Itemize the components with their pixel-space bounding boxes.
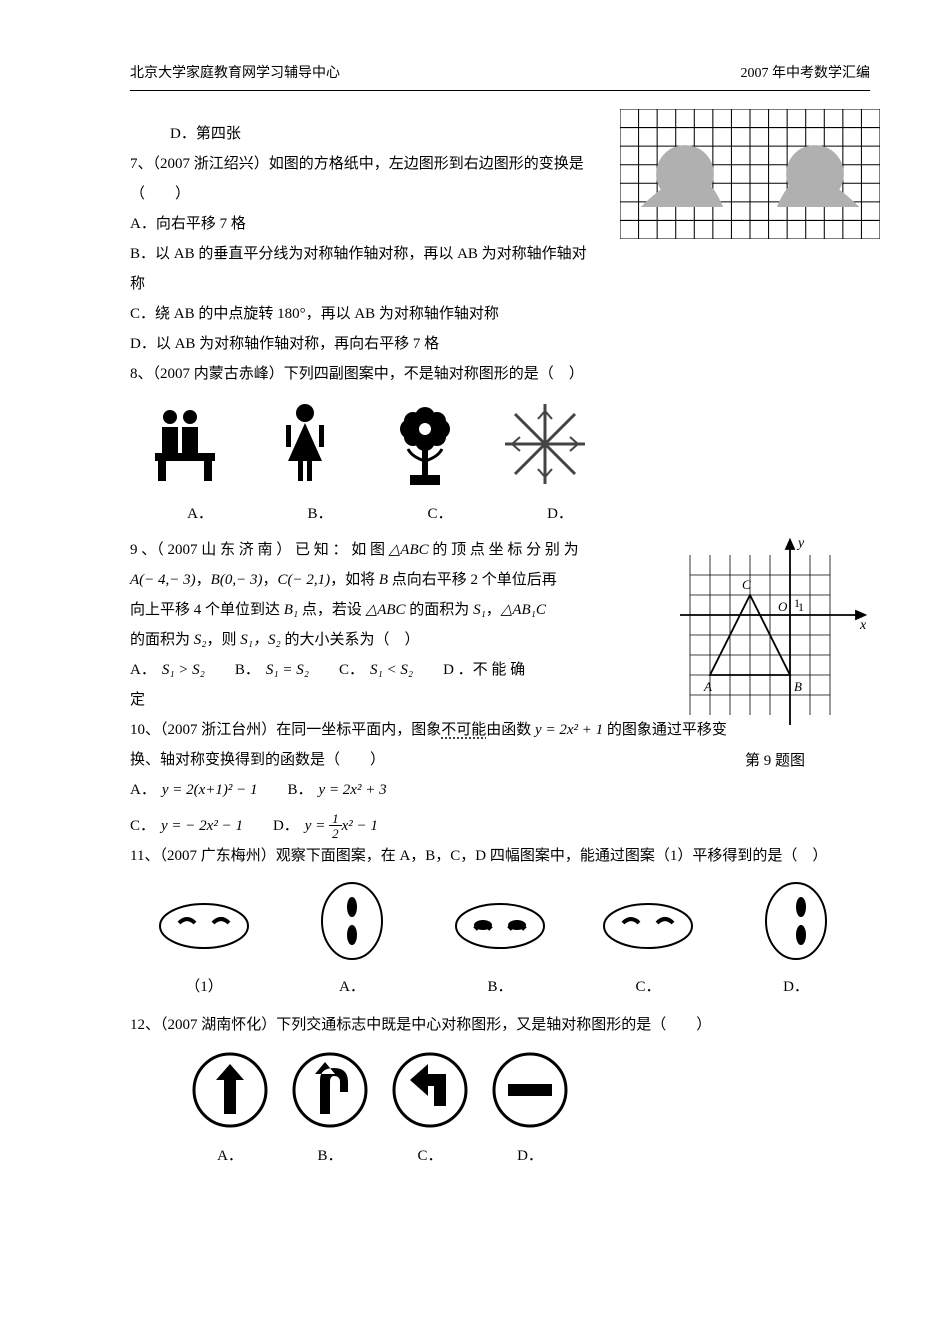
svg-text:y: y (796, 536, 805, 551)
q9-opt-b: B． (235, 655, 260, 685)
q10-options-row2: C． y = − 2x² − 1 D． y = 12x² − 1 (130, 811, 870, 841)
q12-label-c: C． (390, 1141, 470, 1171)
q8-icon-b (260, 399, 350, 489)
q11-icon-a (302, 881, 402, 961)
q11-icon-c (598, 881, 698, 961)
q8-prompt: 8、（2007 内蒙古赤峰）下列四副图案中，不是轴对称图形的是（ ） (130, 359, 870, 389)
q11-label-a: A． (302, 972, 402, 1002)
q12-label-a: A． (190, 1141, 270, 1171)
q7-grid-figure: A B (620, 109, 880, 239)
q10-options-row1: A． y = 2(x+1)² − 1 B． y = 2x² + 3 (130, 775, 870, 805)
q7-option-d: D．以 AB 为对称轴作轴对称，再向右平移 7 格 (130, 329, 870, 359)
svg-text:C: C (742, 577, 751, 592)
q10-opt-b: B． (288, 775, 313, 805)
q7-option-b: B．以 AB 的垂直平分线为对称轴作轴对称，再以 AB 为对称轴作轴对称 (130, 239, 590, 299)
q12-icon-a (190, 1050, 270, 1130)
q10-opt-a: A． (130, 775, 156, 805)
q8-label-d: D． (500, 499, 620, 529)
q11-label-d: D． (746, 972, 846, 1002)
svg-text:1: 1 (794, 596, 800, 610)
q8-icon-d (500, 399, 590, 489)
q8-labels: A． B． C． D． (130, 499, 870, 529)
q9-line2: A(− 4,− 3)，B(0,− 3)，C(− 2,1)，如将 B 点向右平移 … (130, 565, 660, 595)
svg-text:x: x (859, 618, 867, 633)
q11-images-row: （1） A． B． (130, 881, 870, 1002)
q9-caption: 第 9 题图 (670, 746, 880, 776)
q8-images-row (130, 399, 870, 489)
q11-label-b: B． (450, 972, 550, 1002)
page-header: 北京大学家庭教育网学习辅导中心 2007 年中考数学汇编 (130, 60, 870, 91)
header-right: 2007 年中考数学汇编 (741, 60, 871, 88)
q10-opt-d: D． (273, 811, 299, 841)
q11-icon-d (746, 881, 846, 961)
q9-line3: 向上平移 4 个单位到达 B₁ 点，若设 △ABC 的面积为 S₁，△AB₁C (130, 595, 660, 625)
q9-line4: 的面积为 S₂，则 S₁，S₂ 的大小关系为（ ） (130, 625, 660, 655)
q10-opt-c: C． (130, 811, 155, 841)
q11-label-c: C． (598, 972, 698, 1002)
q8-label-b: B． (260, 499, 380, 529)
header-left: 北京大学家庭教育网学习辅导中心 (130, 60, 340, 88)
q7-option-c: C．绕 AB 的中点旋转 180°，再以 AB 为对称轴作轴对称 (130, 299, 870, 329)
q9-opt-c: C． (339, 655, 364, 685)
svg-text:O: O (778, 599, 788, 614)
q12-label-b: B． (290, 1141, 370, 1171)
q12-icon-c (390, 1050, 470, 1130)
q11-label-1: （1） (154, 972, 254, 1002)
q12-images-row: A． B． C． D． (190, 1050, 870, 1171)
q12-icon-d (490, 1050, 570, 1130)
q11-icon-1 (154, 881, 254, 961)
q11-prompt: 11、（2007 广东梅州）观察下面图案，在 A，B，C，D 四幅图案中，能通过… (130, 841, 870, 871)
q9-line1: 9 、（ 2007 山 东 济 南 ） 已 知 ： 如 图 △ABC 的 顶 点… (130, 535, 660, 565)
q8-label-c: C． (380, 499, 500, 529)
q12-icon-b (290, 1050, 370, 1130)
q9-opt-d: D ．不 能 确 (443, 655, 525, 685)
q11-icon-b (450, 881, 550, 961)
svg-text:A: A (703, 679, 712, 694)
q9-options: A． S₁ > S₂ B． S₁ = S₂ C． S₁ < S₂ D ．不 能 … (130, 655, 660, 685)
q9-opt-a: A． (130, 655, 156, 685)
q12-label-d: D． (490, 1141, 570, 1171)
svg-text:B: B (794, 679, 802, 694)
q12-prompt: 12、（2007 湖南怀化）下列交通标志中既是中心对称图形，又是轴对称图形的是（… (130, 1010, 870, 1040)
q8-icon-c (380, 399, 470, 489)
q7-prompt: 7、（2007 浙江绍兴）如图的方格纸中，左边图形到右边图形的变换是（ ） (130, 149, 590, 209)
q8-icon-a (140, 399, 230, 489)
q8-label-a: A． (140, 499, 260, 529)
q9-diagram: A B C O 1 1 x y 第 9 题图 (670, 535, 880, 776)
